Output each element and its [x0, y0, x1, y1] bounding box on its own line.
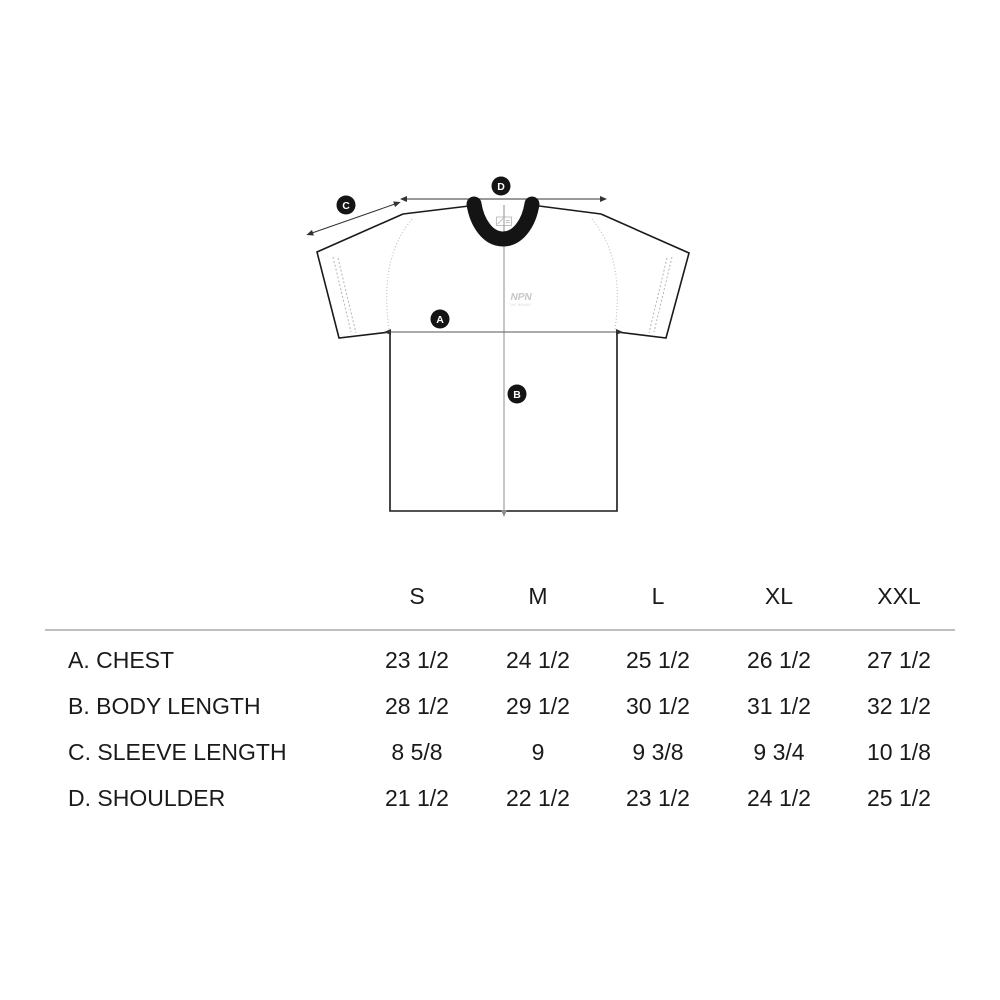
- svg-text:23 1/2: 23 1/2: [626, 785, 690, 811]
- svg-text:8 5/8: 8 5/8: [391, 739, 442, 765]
- svg-text:10 1/8: 10 1/8: [867, 739, 931, 765]
- svg-text:24 1/2: 24 1/2: [506, 647, 570, 673]
- svg-text:L: L: [652, 583, 665, 609]
- svg-text:26 1/2: 26 1/2: [747, 647, 811, 673]
- svg-text:THE BRAND: THE BRAND: [509, 303, 532, 307]
- svg-text:XXL: XXL: [877, 583, 921, 609]
- svg-text:A: A: [436, 314, 444, 326]
- svg-text:C: C: [342, 200, 350, 212]
- svg-text:9 3/4: 9 3/4: [753, 739, 804, 765]
- svg-text:32 1/2: 32 1/2: [867, 693, 931, 719]
- svg-text:29 1/2: 29 1/2: [506, 693, 570, 719]
- svg-text:22 1/2: 22 1/2: [506, 785, 570, 811]
- svg-text:21 1/2: 21 1/2: [385, 785, 449, 811]
- svg-text:D. SHOULDER: D. SHOULDER: [68, 785, 225, 811]
- svg-text:24 1/2: 24 1/2: [747, 785, 811, 811]
- svg-text:NPN: NPN: [510, 292, 533, 303]
- svg-text:27 1/2: 27 1/2: [867, 647, 931, 673]
- svg-text:M: M: [528, 583, 547, 609]
- svg-text:31 1/2: 31 1/2: [747, 693, 811, 719]
- svg-text:28 1/2: 28 1/2: [385, 693, 449, 719]
- svg-text:B: B: [513, 389, 521, 401]
- svg-text:23 1/2: 23 1/2: [385, 647, 449, 673]
- svg-text:D: D: [497, 181, 505, 193]
- svg-text:S: S: [409, 583, 424, 609]
- svg-text:C. SLEEVE LENGTH: C. SLEEVE LENGTH: [68, 739, 287, 765]
- svg-text:9: 9: [532, 739, 545, 765]
- svg-text:30 1/2: 30 1/2: [626, 693, 690, 719]
- svg-text:A. CHEST: A. CHEST: [68, 647, 174, 673]
- svg-text:XL: XL: [765, 583, 793, 609]
- svg-text:25 1/2: 25 1/2: [626, 647, 690, 673]
- svg-text:9 3/8: 9 3/8: [632, 739, 683, 765]
- svg-text:B. BODY LENGTH: B. BODY LENGTH: [68, 693, 261, 719]
- svg-text:25 1/2: 25 1/2: [867, 785, 931, 811]
